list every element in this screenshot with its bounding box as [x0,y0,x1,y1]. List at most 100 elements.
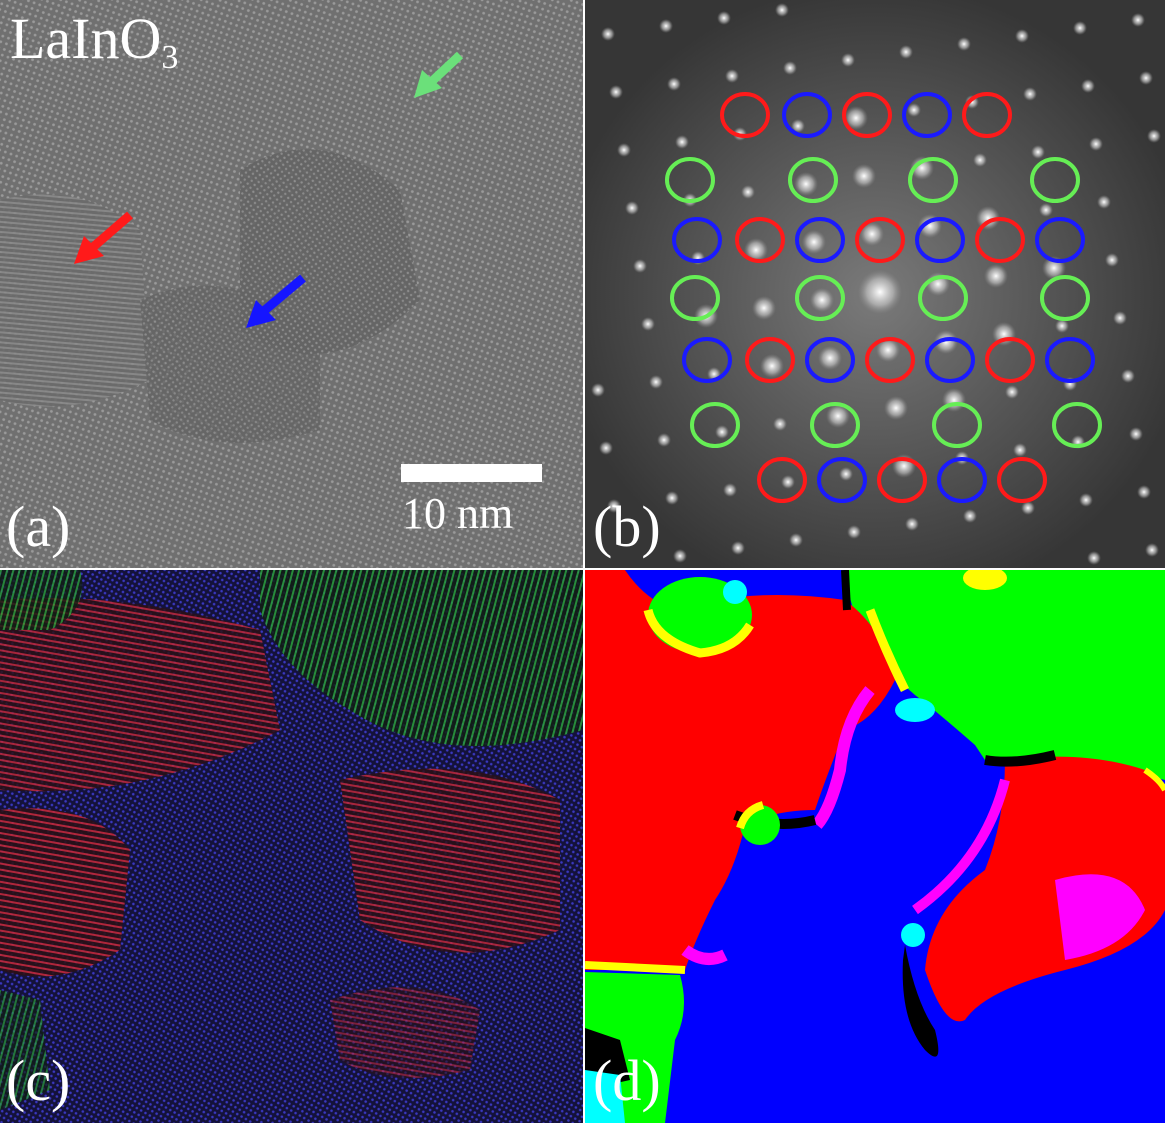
diffraction-spot [1089,137,1103,151]
diffraction-spot [791,119,805,133]
diffraction-spot [810,288,834,312]
scale-bar-label: 10 nm [402,489,514,538]
green-spot-ring [670,275,720,321]
blue-spot-ring [1045,337,1095,383]
diffraction-spot [794,172,818,196]
red-spot-ring [855,217,905,263]
diffraction-spots [591,3,1161,565]
diffraction-spot [860,222,884,246]
diffraction-spot [633,259,647,273]
diffraction-spot [1129,427,1143,441]
diffraction-spot [715,425,729,439]
indexed-spot-rings [665,92,1102,503]
green-spot-ring [795,275,845,321]
diffraction-spot [1005,385,1019,399]
diffraction-spot [1039,203,1053,217]
blue-arrow [246,274,306,328]
blue-spot-ring [805,337,855,383]
panel-c-label: (c) [6,1048,71,1113]
blue-spot-ring [682,337,732,383]
blue-spot-ring [925,337,975,383]
diffraction-spot [625,201,639,215]
diffraction-spot [910,156,934,180]
green-spot-ring [1052,402,1102,448]
diffraction-spot [1023,87,1037,101]
panel-a-hrtem-image: LaInO3 10 nm (a) [0,0,583,568]
diffraction-spot [717,11,731,25]
diffraction-spot [976,206,1000,230]
diffraction-spot [741,185,755,199]
diffraction-spot [852,164,876,188]
diffraction-spot [1013,443,1027,457]
green-spot-ring [908,157,958,203]
red-spot-ring [985,337,1035,383]
diffraction-spot [673,549,687,563]
diffraction-spot [599,441,613,455]
panel-b-label: (b) [593,494,661,559]
diffraction-spot [1113,311,1127,325]
diffraction-spot [841,53,855,67]
blue-spot-ring [795,217,845,263]
green-spot-ring [918,275,968,321]
diffraction-spot [844,106,868,130]
diffraction-spot [1097,195,1111,209]
green-spot-ring [1030,157,1080,203]
arrows-layer [74,51,542,482]
diffraction-spot [723,483,737,497]
diffraction-spot [665,491,679,505]
diffraction-spot [667,77,681,91]
diffraction-spot [649,375,663,389]
diffraction-spot [818,346,842,370]
diffraction-spot [884,396,908,420]
diffraction-spot [657,433,671,447]
green-spot-ring [690,402,740,448]
diffraction-spot [752,296,776,320]
blue-spot-ring [672,217,722,263]
hrtem-texture [0,0,583,568]
green-domain-top-right [847,570,1165,780]
diffraction-spot [1055,319,1069,333]
red-spot-ring [975,217,1025,263]
diffraction-spot [934,330,958,354]
red-domain-left [585,570,895,970]
fft-pattern [585,0,1165,568]
diffraction-spot [984,264,1008,288]
panel-b-fft-pattern: (b) [585,0,1165,568]
red-spot-ring [842,92,892,138]
domain-map [585,570,1165,1123]
diffraction-spot [1105,253,1119,267]
panel-d-domain-map: (d) [585,570,1165,1123]
blue-spot-ring [817,457,867,503]
diffraction-spot [607,499,621,513]
red-spot-ring [865,337,915,383]
green-spot-ring [1040,275,1090,321]
diffraction-spot [1131,13,1145,27]
diffraction-spot [789,533,803,547]
diffraction-spot [591,383,605,397]
scale-bar [401,464,542,482]
diffraction-spot [957,37,971,51]
red-spot-ring [720,92,770,138]
diffraction-spot [1087,551,1101,565]
filtered-color-map [0,570,583,1123]
diffraction-spot [609,85,623,99]
red-spot-ring [735,217,785,263]
diffraction-spot [839,467,853,481]
diffraction-spot [773,417,787,431]
green-spot-ring [932,402,982,448]
diffraction-spot [1081,79,1095,93]
blue-spot-ring [915,217,965,263]
diffraction-spot [876,338,900,362]
diffraction-spot [907,103,921,117]
diffraction-spot [641,317,655,331]
diffraction-spot [1137,485,1151,499]
diffraction-spot [802,230,826,254]
red-spot-ring [877,457,927,503]
diffraction-spot [775,3,789,17]
panel-c-filtered-image: (c) [0,570,583,1123]
diffraction-spot [1139,71,1153,85]
green-spot-ring [665,157,715,203]
red-arrow [74,211,133,264]
red-spot-ring [757,457,807,503]
diffraction-spot [1145,543,1159,557]
